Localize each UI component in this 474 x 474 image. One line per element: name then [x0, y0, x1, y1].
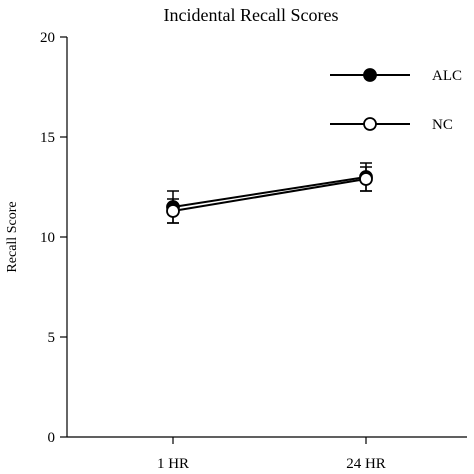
y-tick-label: 0: [48, 430, 56, 446]
x-tick-label: 24 HR: [346, 456, 386, 472]
legend-label: NC: [432, 117, 453, 133]
y-axis-ticks: 0 5 10 15 20: [40, 30, 67, 446]
plot-area: [166, 162, 373, 224]
series-nc: [166, 166, 373, 224]
data-point: [166, 204, 180, 218]
x-tick-label: 1 HR: [157, 456, 189, 472]
legend-item-nc: NC: [330, 117, 453, 133]
y-tick-label: 5: [48, 330, 56, 346]
legend: ALC NC: [330, 68, 462, 133]
chart-title: Incidental Recall Scores: [164, 5, 339, 25]
legend-marker: [363, 117, 377, 131]
series-line: [172, 176, 367, 208]
legend-label: ALC: [432, 68, 462, 84]
x-axis-ticks: 1 HR 24 HR: [157, 437, 386, 472]
legend-item-alc: ALC: [330, 68, 462, 84]
series-alc: [166, 162, 373, 224]
series-line: [172, 178, 367, 212]
y-tick-label: 15: [40, 130, 55, 146]
y-tick-label: 20: [40, 30, 55, 46]
legend-marker: [363, 68, 377, 82]
data-point: [359, 172, 373, 186]
y-tick-label: 10: [40, 230, 55, 246]
y-axis-label: Recall Score: [5, 201, 20, 272]
